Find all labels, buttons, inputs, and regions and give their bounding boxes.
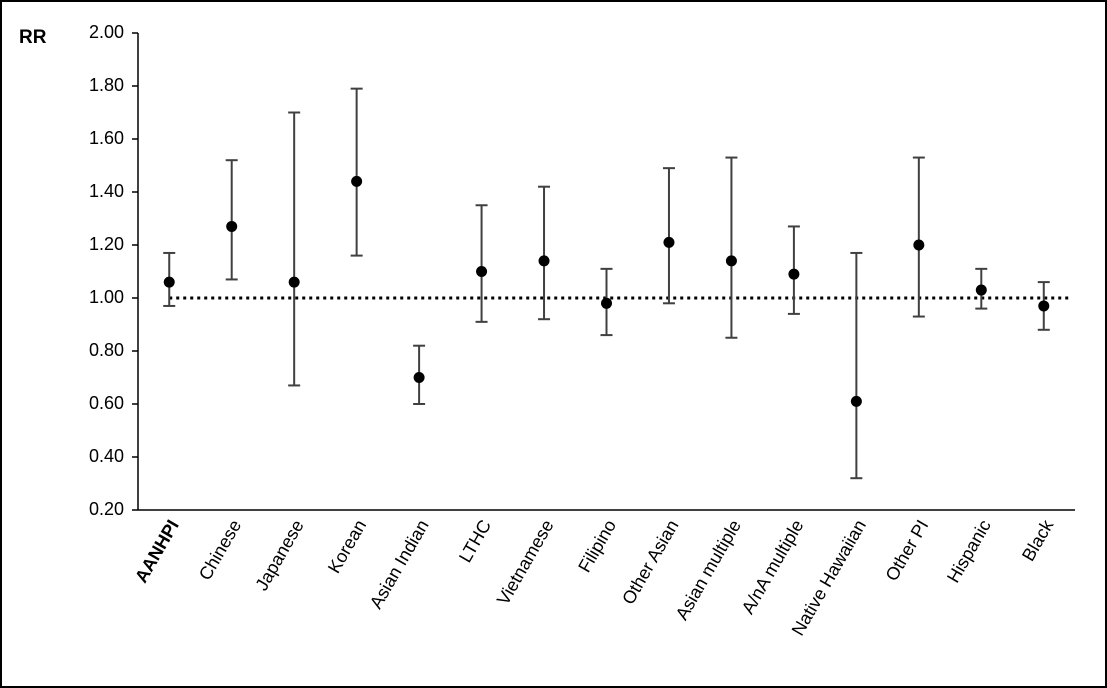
estimate-point bbox=[476, 266, 488, 277]
y-tick-label: 2.00 bbox=[89, 22, 124, 42]
category-label: Korean bbox=[324, 516, 370, 576]
category-label: A/nA multiple bbox=[738, 516, 808, 617]
category-label: Asian multiple bbox=[672, 516, 745, 623]
category-label: Asian Indian bbox=[366, 516, 433, 612]
estimate-point bbox=[288, 276, 300, 288]
estimate-point bbox=[351, 175, 363, 187]
category-label: Vietnamese bbox=[493, 516, 558, 608]
estimate-point bbox=[226, 220, 238, 232]
y-tick-label: 0.80 bbox=[89, 340, 124, 360]
category-label: Other PI bbox=[882, 516, 933, 584]
category-label: Hispanic bbox=[943, 516, 995, 586]
estimate-point bbox=[1038, 300, 1050, 312]
y-tick-label: 1.60 bbox=[89, 128, 124, 148]
y-tick-label: 1.00 bbox=[89, 287, 124, 307]
y-tick-label: 1.40 bbox=[89, 181, 124, 201]
y-tick-label: 0.20 bbox=[89, 499, 124, 519]
category-label: Filipino bbox=[574, 516, 620, 575]
estimate-point bbox=[413, 372, 425, 383]
estimate-point bbox=[975, 284, 987, 296]
estimate-point bbox=[850, 395, 862, 407]
estimate-point bbox=[538, 255, 550, 267]
estimate-point bbox=[725, 255, 737, 267]
y-axis-label: RR bbox=[19, 27, 47, 48]
estimate-point bbox=[913, 239, 925, 251]
estimate-point bbox=[663, 236, 675, 248]
axes: 2.00 1.80 1.60 1.40 1.20 1.00 0.80 0.60 0.40 0.20 bbox=[89, 22, 1075, 519]
category-label: Japanese bbox=[251, 516, 307, 594]
estimate-point bbox=[788, 268, 800, 280]
estimate-point bbox=[601, 297, 612, 309]
category-label: Other Asian bbox=[618, 516, 682, 607]
y-tick-label: 1.80 bbox=[89, 75, 124, 95]
y-tick-label: 1.20 bbox=[89, 234, 124, 254]
estimate-points bbox=[163, 175, 1050, 407]
category-label: Black bbox=[1018, 516, 1058, 565]
y-tick-label: 0.60 bbox=[89, 393, 124, 413]
y-tick-label: 0.40 bbox=[89, 446, 124, 466]
category-label: AANHPI bbox=[131, 516, 183, 586]
category-label: Chinese bbox=[195, 516, 245, 583]
estimate-point bbox=[163, 276, 175, 288]
category-label: LTHC bbox=[455, 516, 495, 566]
